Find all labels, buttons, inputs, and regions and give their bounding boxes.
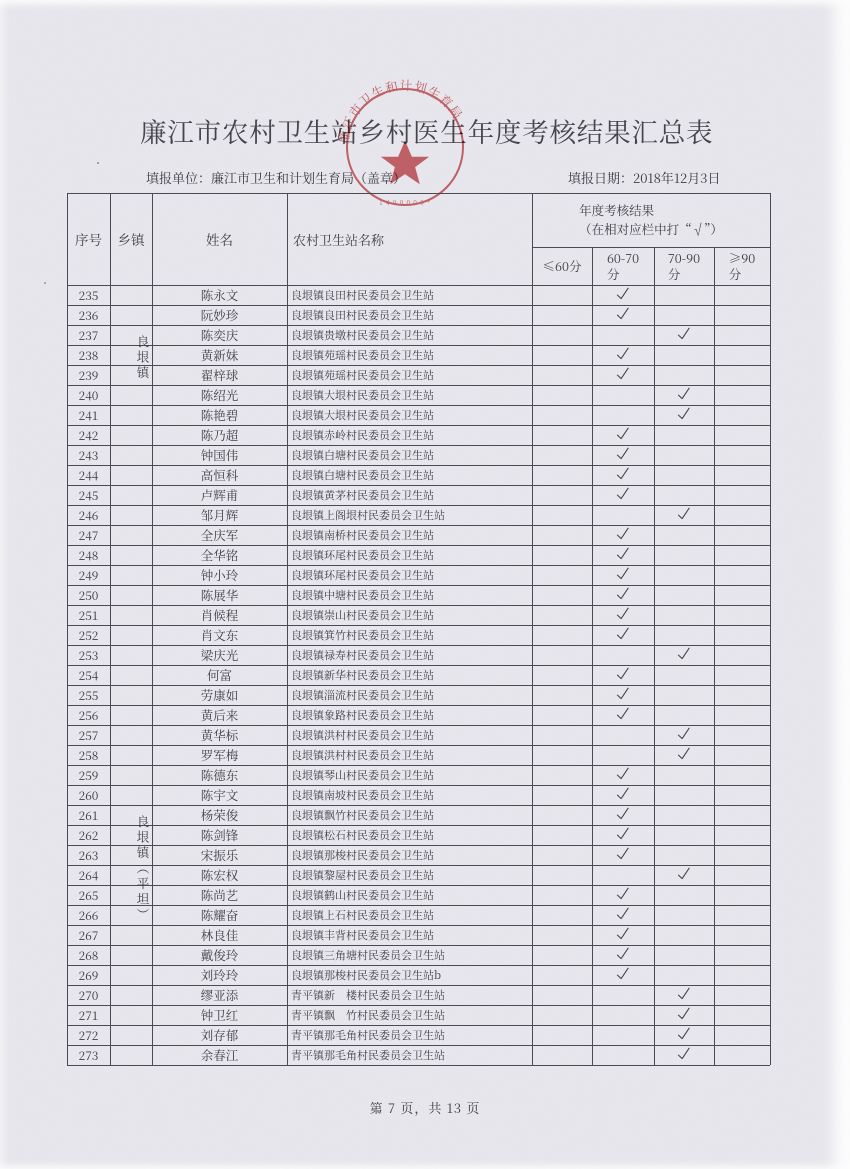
svg-text:廉江市卫生和计划生育局: 廉江市卫生和计划生育局: [334, 76, 468, 145]
